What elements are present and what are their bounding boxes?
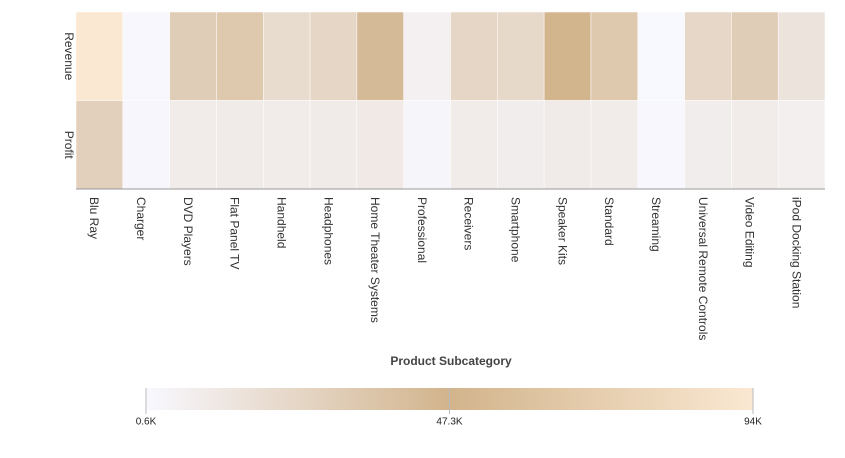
x-tick-label: Headphones: [321, 197, 335, 265]
heat-cell: [777, 100, 826, 190]
heat-cell: [356, 11, 404, 101]
heat-cell: [731, 11, 779, 101]
heat-cell: [403, 11, 451, 101]
x-axis-title: Product Subcategory: [390, 354, 512, 368]
heat-cell: [497, 11, 545, 101]
x-tick-label: Standard: [602, 197, 616, 246]
heat-cell: [122, 11, 170, 101]
x-tick-label: Receivers: [462, 197, 476, 250]
heat-cell: [216, 11, 264, 101]
y-tick-label: Revenue: [62, 32, 76, 80]
color-tick-label: 94K: [744, 417, 762, 428]
x-tick-label: DVD Players: [181, 197, 195, 266]
x-tick-label: Speaker Kits: [555, 197, 569, 265]
x-tick-label: Smartphone: [509, 197, 523, 263]
x-tick-label: Home Theater Systems: [368, 197, 382, 323]
heat-cell: [263, 11, 311, 101]
heat-cell: [450, 11, 498, 101]
heat-cell: [497, 100, 545, 190]
x-tick-label: Charger: [134, 197, 148, 240]
heat-cell: [590, 11, 638, 101]
heat-cell: [684, 11, 732, 101]
heat-cell: [684, 100, 732, 190]
heat-cell: [637, 11, 685, 101]
color-tick-label: 47.3K: [436, 417, 462, 428]
x-tick-label: Handheld: [274, 197, 288, 248]
x-tick-label: iPod Docking Station: [789, 197, 803, 308]
heat-cell: [637, 100, 685, 190]
heat-cell: [169, 11, 217, 101]
x-tick-label: Universal Remote Controls: [696, 197, 710, 340]
heat-cell: [75, 100, 124, 190]
heat-cell: [263, 100, 311, 190]
heat-cell: [731, 100, 779, 190]
heat-cell: [543, 11, 592, 101]
heat-cell: [309, 100, 358, 190]
heat-cell: [590, 100, 638, 190]
x-tick-label: Video Editing: [743, 197, 757, 268]
heat-cell: [75, 11, 124, 101]
x-tick-label: Flat Panel TV: [228, 197, 242, 269]
x-tick-label: Blu Ray: [87, 197, 101, 239]
heat-cell: [169, 100, 217, 190]
heat-cell: [777, 11, 826, 101]
heat-cell: [122, 100, 170, 190]
heat-cell: [450, 100, 498, 190]
x-tick-label: Professional: [415, 197, 429, 263]
color-tick-label: 0.6K: [136, 417, 157, 428]
heat-cell: [403, 100, 451, 190]
heat-cell: [309, 11, 358, 101]
x-tick-label: Streaming: [649, 197, 663, 252]
heat-cell: [543, 100, 592, 190]
y-tick-label: Profit: [62, 131, 76, 160]
heat-cell: [356, 100, 404, 190]
heat-cell: [216, 100, 264, 190]
